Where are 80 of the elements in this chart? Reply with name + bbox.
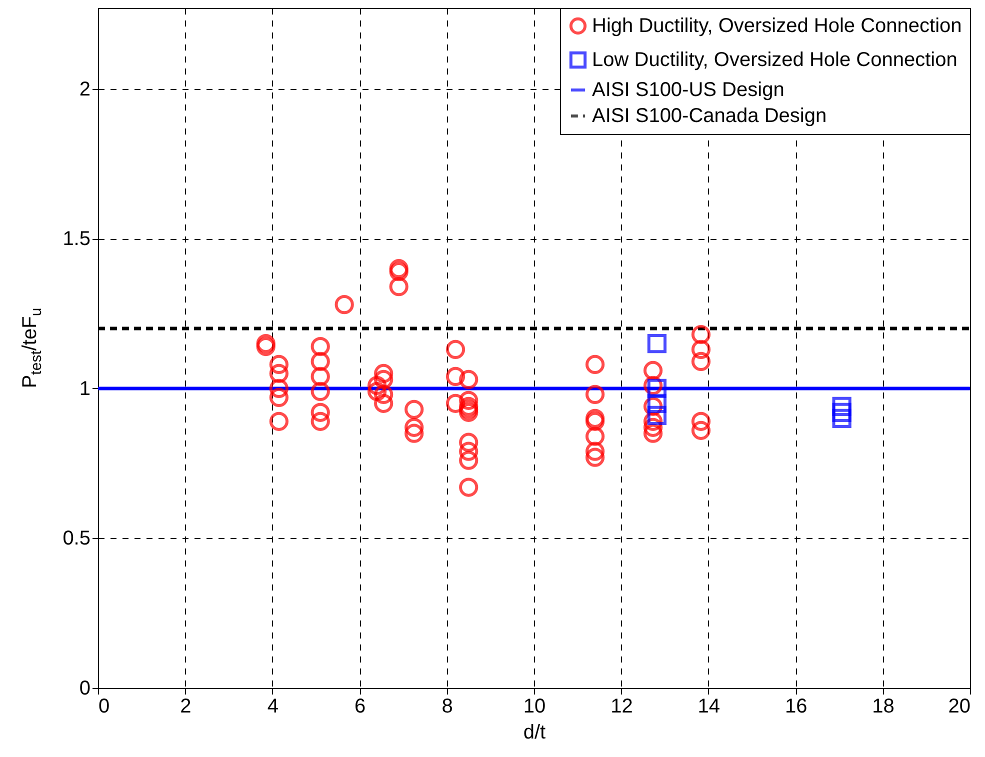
y-tick-label: 0.5 xyxy=(62,528,90,550)
point xyxy=(256,334,276,354)
y-tick-label: 2 xyxy=(79,78,90,100)
point xyxy=(585,448,605,467)
point xyxy=(367,376,387,395)
x-tick-label: 12 xyxy=(610,696,633,718)
point xyxy=(269,388,288,407)
legend-label: High Ductility, Oversized Hole Connection xyxy=(592,15,962,37)
point xyxy=(404,400,424,419)
x-tick-label: 10 xyxy=(523,696,546,718)
x-axis-title: d/t xyxy=(523,722,546,744)
point xyxy=(585,354,605,374)
point xyxy=(446,366,466,386)
point xyxy=(310,412,330,431)
point xyxy=(310,402,330,422)
point xyxy=(647,394,667,413)
point xyxy=(691,324,711,344)
point xyxy=(459,432,478,452)
point xyxy=(691,420,711,440)
point xyxy=(334,295,354,314)
x-tick-label: 0 xyxy=(98,696,110,718)
point xyxy=(647,334,667,354)
x-tick-label: 4 xyxy=(267,696,278,718)
point xyxy=(269,354,288,374)
point xyxy=(832,402,852,422)
point xyxy=(446,340,466,360)
point xyxy=(691,412,711,431)
x-tick-label: 6 xyxy=(354,696,366,718)
y-tick-label: 1.5 xyxy=(62,228,90,250)
point xyxy=(832,408,852,428)
point xyxy=(404,418,424,437)
point xyxy=(691,352,711,372)
point xyxy=(585,384,605,404)
point xyxy=(643,360,663,380)
point xyxy=(374,394,394,413)
point xyxy=(310,366,330,386)
x-tick-label: 14 xyxy=(698,696,720,718)
point xyxy=(310,382,330,401)
point xyxy=(256,336,276,356)
y-tick-label: 1 xyxy=(79,378,90,400)
point xyxy=(585,426,605,446)
point xyxy=(459,390,478,410)
point xyxy=(389,262,408,282)
point xyxy=(459,478,478,497)
point xyxy=(389,259,408,278)
point xyxy=(647,378,667,398)
point xyxy=(691,340,711,360)
point xyxy=(459,400,478,419)
point xyxy=(585,442,605,461)
point xyxy=(459,402,478,422)
point xyxy=(374,384,394,404)
legend-label: AISI S100-Canada Design xyxy=(592,105,827,127)
point xyxy=(310,352,330,372)
point xyxy=(374,370,394,389)
point xyxy=(459,396,478,416)
point xyxy=(310,336,330,356)
point xyxy=(446,394,466,413)
point xyxy=(459,450,478,470)
y-tick-label: 0 xyxy=(79,678,90,700)
point xyxy=(585,408,605,428)
point xyxy=(585,412,605,431)
legend-label: AISI S100-US Design xyxy=(592,79,784,101)
point xyxy=(269,412,288,431)
x-tick-label: 18 xyxy=(872,696,894,718)
point xyxy=(269,364,288,384)
x-tick-label: 16 xyxy=(784,696,808,718)
point xyxy=(367,382,387,401)
point xyxy=(404,424,424,443)
point xyxy=(459,370,478,389)
point xyxy=(832,396,852,416)
x-tick-label: 20 xyxy=(948,696,970,718)
point xyxy=(389,277,408,296)
x-tick-label: 2 xyxy=(180,696,192,718)
point xyxy=(374,364,394,384)
x-tick-label: 8 xyxy=(442,696,453,718)
point xyxy=(269,378,288,398)
legend-label: Low Ductility, Oversized Hole Connection xyxy=(592,49,958,71)
point xyxy=(643,424,663,443)
point xyxy=(647,406,667,425)
point xyxy=(459,442,478,461)
